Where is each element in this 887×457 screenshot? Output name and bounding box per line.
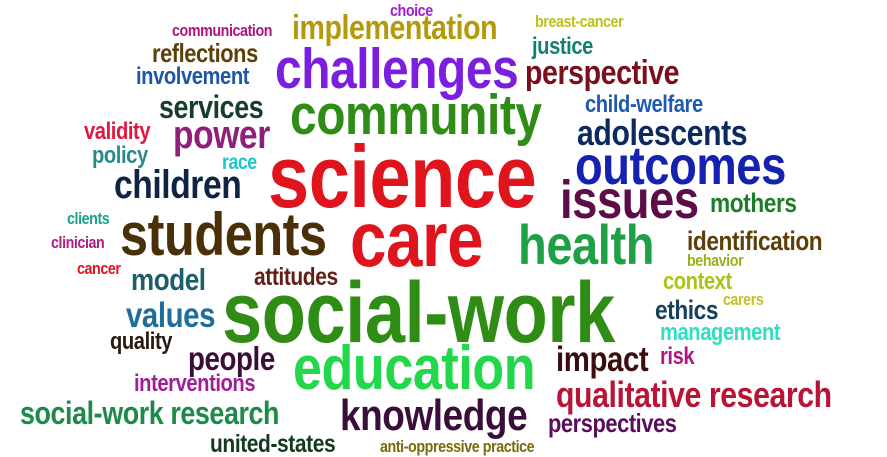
word-care: care xyxy=(350,195,484,283)
word-people: people xyxy=(188,340,275,377)
word-context: context xyxy=(663,268,732,295)
word-justice: justice xyxy=(532,33,593,60)
word-identification: identification xyxy=(687,226,823,256)
word-policy: policy xyxy=(92,142,148,169)
word-validity: validity xyxy=(84,118,151,145)
word-clinician: clinician xyxy=(51,233,105,252)
word-risk: risk xyxy=(660,343,695,370)
word-quality: quality xyxy=(110,328,173,355)
word-challenges: challenges xyxy=(275,37,519,101)
word-cancer: cancer xyxy=(77,259,121,278)
word-issues: issues xyxy=(560,170,699,230)
word-involvement: involvement xyxy=(136,63,250,90)
word-communication: communication xyxy=(172,21,273,40)
word-behavior: behavior xyxy=(687,251,744,270)
word-implementation: implementation xyxy=(292,9,498,47)
word-science: science xyxy=(268,127,537,226)
word-health: health xyxy=(518,213,655,276)
word-qualitative-research: qualitative research xyxy=(556,374,832,415)
word-services: services xyxy=(159,89,264,125)
word-ethics: ethics xyxy=(655,295,719,325)
word-breast-cancer: breast-cancer xyxy=(535,12,624,31)
word-children: children xyxy=(114,163,242,207)
word-social-work: social-work xyxy=(222,265,615,361)
word-education: education xyxy=(293,334,536,403)
word-management: management xyxy=(660,319,781,346)
word-power: power xyxy=(173,113,270,157)
word-perspective: perspective xyxy=(525,54,680,92)
word-interventions: interventions xyxy=(134,370,256,397)
word-values: values xyxy=(126,296,216,335)
word-reflections: reflections xyxy=(152,38,258,68)
word-social-work-research: social-work research xyxy=(20,395,280,431)
word-perspectives: perspectives xyxy=(548,408,677,438)
word-attitudes: attitudes xyxy=(254,263,338,291)
word-united-states: united-states xyxy=(210,430,336,457)
word-students: students xyxy=(120,201,327,268)
word-adolescents: adolescents xyxy=(577,112,748,153)
word-carers: carers xyxy=(723,290,764,309)
word-model: model xyxy=(131,262,206,297)
word-choice: choice xyxy=(390,1,433,20)
word-anti-oppressive-practice: anti-oppressive practice xyxy=(380,437,535,456)
word-race: race xyxy=(222,151,257,174)
word-community: community xyxy=(290,83,542,147)
word-mothers: mothers xyxy=(710,188,797,218)
word-clients: clients xyxy=(67,209,110,228)
word-outcomes: outcomes xyxy=(575,136,786,196)
word-impact: impact xyxy=(556,340,649,379)
word-knowledge: knowledge xyxy=(340,391,528,440)
word-child-welfare: child-welfare xyxy=(585,91,703,118)
